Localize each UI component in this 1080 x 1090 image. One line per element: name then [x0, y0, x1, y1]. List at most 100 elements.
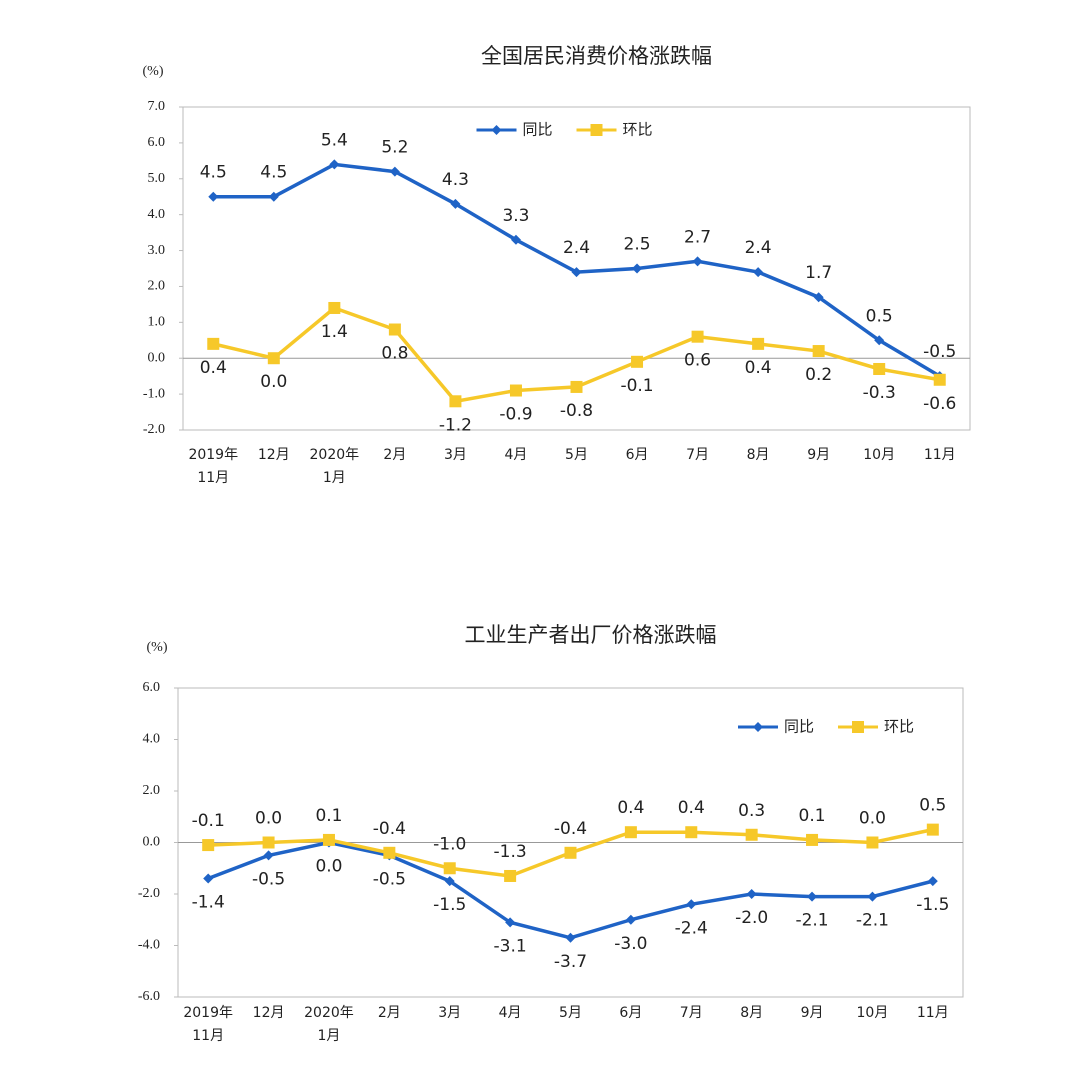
value-label: 1.4: [321, 322, 348, 342]
marker: [389, 166, 400, 177]
marker: [388, 323, 401, 336]
value-label: 0.0: [260, 372, 287, 392]
value-label: 2.7: [684, 227, 711, 247]
marker: [263, 850, 274, 861]
marker: [752, 337, 765, 350]
marker: [207, 337, 220, 350]
value-label: -0.4: [373, 819, 406, 839]
marker: [746, 889, 757, 899]
x-tick-label: 6月: [619, 1005, 642, 1021]
y-tick-label: 2.0: [143, 783, 161, 798]
value-label: -0.8: [560, 401, 593, 421]
x-tick-label: 2020年 1月: [304, 1005, 354, 1044]
marker: [491, 125, 502, 135]
value-label: 0.1: [315, 806, 342, 826]
marker: [449, 395, 462, 408]
marker: [927, 876, 938, 887]
value-label: -2.0: [735, 908, 768, 928]
marker: [933, 373, 946, 386]
x-tick-label: 11月: [917, 1005, 949, 1021]
value-label: -0.3: [863, 383, 896, 403]
marker: [444, 876, 455, 887]
value-label: -1.2: [439, 415, 472, 435]
marker: [571, 267, 582, 278]
value-label: -0.9: [499, 405, 532, 425]
chart-title: 工业生产者出厂价格涨跌幅: [465, 623, 717, 647]
value-label: 0.5: [866, 306, 893, 326]
x-tick-label: 4月: [499, 1005, 522, 1021]
marker: [504, 869, 517, 882]
marker: [203, 873, 214, 884]
value-label: -3.0: [614, 934, 647, 954]
marker: [383, 846, 396, 859]
y-tick-label: 5.0: [148, 171, 166, 186]
x-tick-label: 2019年 11月: [188, 447, 238, 486]
legend-label: 环比: [623, 121, 653, 139]
value-label: 3.3: [502, 206, 529, 226]
x-tick-label: 6月: [626, 447, 649, 463]
value-label: 5.2: [381, 138, 408, 158]
marker: [510, 234, 521, 245]
value-label: 0.4: [200, 358, 227, 378]
marker: [867, 891, 878, 902]
x-tick-label: 7月: [680, 1005, 703, 1021]
marker: [505, 917, 516, 928]
marker: [590, 124, 603, 136]
value-label: 0.5: [919, 796, 946, 816]
value-label: -2.4: [675, 918, 708, 938]
marker: [329, 159, 340, 170]
marker: [202, 839, 215, 852]
y-tick-label: 6.0: [143, 680, 161, 695]
marker: [807, 891, 818, 902]
marker: [322, 833, 335, 846]
marker: [268, 191, 279, 202]
value-label: 0.4: [617, 798, 644, 818]
chart-title: 全国居民消费价格涨跌幅: [481, 44, 712, 68]
x-tick-label: 11月: [924, 447, 956, 463]
marker: [570, 380, 583, 393]
value-label: 0.4: [745, 358, 772, 378]
marker: [565, 932, 576, 943]
marker: [328, 301, 341, 314]
value-label: 2.4: [745, 238, 772, 258]
marker: [631, 355, 644, 368]
marker: [443, 862, 456, 875]
value-label: 0.0: [255, 809, 282, 829]
marker: [509, 384, 522, 397]
value-label: 4.5: [200, 163, 227, 183]
value-label: 4.5: [260, 163, 287, 183]
y-tick-label: 1.0: [148, 315, 166, 330]
value-label: 0.0: [859, 809, 886, 829]
value-label: 0.4: [678, 798, 705, 818]
value-label: -1.3: [494, 842, 527, 862]
y-axis-label: (%): [143, 64, 164, 79]
marker: [812, 345, 825, 358]
x-tick-label: 2020年 1月: [310, 447, 360, 486]
value-label: 0.3: [738, 801, 765, 821]
marker: [686, 899, 697, 910]
value-label: -1.5: [433, 895, 466, 915]
x-tick-label: 8月: [740, 1005, 763, 1021]
marker: [267, 352, 280, 365]
marker: [873, 362, 886, 375]
marker: [866, 836, 879, 849]
legend-label: 同比: [784, 718, 814, 736]
y-tick-label: 0.0: [143, 835, 161, 850]
value-label: -0.4: [554, 819, 587, 839]
marker: [208, 191, 219, 202]
value-label: -1.0: [433, 834, 466, 854]
marker: [624, 826, 637, 839]
value-label: -3.7: [554, 952, 587, 972]
x-tick-label: 9月: [807, 447, 830, 463]
x-tick-label: 5月: [565, 447, 588, 463]
value-label: -0.5: [252, 869, 285, 889]
value-label: 0.1: [799, 806, 826, 826]
marker: [685, 826, 698, 839]
y-tick-label: -2.0: [143, 422, 165, 437]
x-tick-label: 10月: [857, 1005, 889, 1021]
x-tick-label: 8月: [747, 447, 770, 463]
value-label: -3.1: [494, 936, 527, 956]
legend-label: 环比: [884, 718, 914, 736]
value-label: -0.5: [923, 342, 956, 362]
marker: [753, 722, 763, 732]
